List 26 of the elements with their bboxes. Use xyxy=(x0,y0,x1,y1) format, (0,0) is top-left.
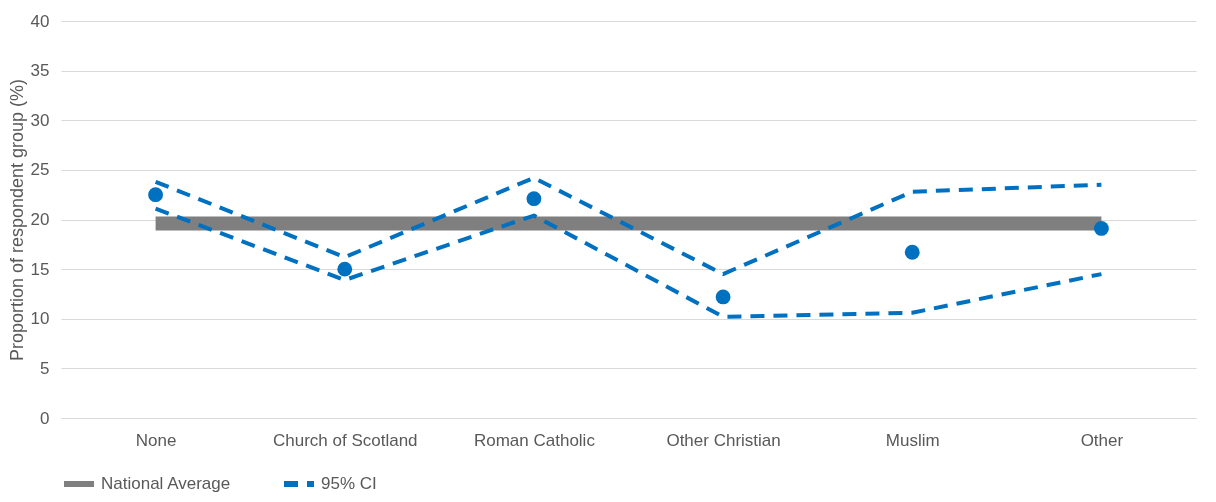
point xyxy=(148,187,163,203)
point xyxy=(904,244,920,260)
x-tick-label: Church of Scotland xyxy=(272,430,418,450)
y-tick-label: 20 xyxy=(30,210,50,229)
legend-label: 95% CI xyxy=(321,474,377,493)
point xyxy=(715,289,731,305)
y-tick-label: 0 xyxy=(40,408,50,428)
y-tick-label: 15 xyxy=(30,259,50,279)
point xyxy=(337,261,353,277)
point xyxy=(526,191,542,207)
y-tick-label: 30 xyxy=(30,110,50,130)
legend-label: National Average xyxy=(101,474,231,493)
line-series xyxy=(153,206,1104,319)
y-tick-label: 25 xyxy=(30,160,50,180)
x-tick-label: Roman Catholic xyxy=(473,430,596,450)
point xyxy=(1094,221,1109,236)
x-tick-label: Other Christian xyxy=(666,430,781,450)
y-tick-label: 10 xyxy=(30,309,50,329)
y-axis-title: Proportion of respondent group (%) xyxy=(6,78,27,362)
line-series xyxy=(153,175,1104,277)
y-tick-label: 5 xyxy=(40,358,50,378)
x-tick-label: Other xyxy=(1080,430,1124,450)
y-tick-label: 40 xyxy=(30,11,50,31)
x-tick-label: Muslim xyxy=(885,430,940,450)
x-tick-label: None xyxy=(135,430,177,450)
y-tick-label: 35 xyxy=(30,61,50,81)
